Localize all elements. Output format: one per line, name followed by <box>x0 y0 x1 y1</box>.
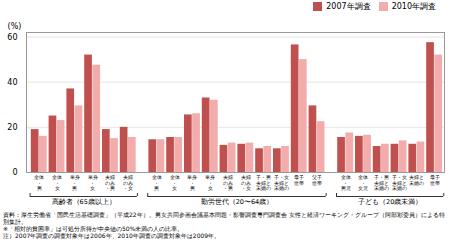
html-text:2010年調査: 2010年調査 <box>391 1 436 11</box>
svg-text:子・男夫婦と未婚の: 子・男夫婦と未婚の <box>256 174 271 191</box>
svg-text:全体・男: 全体・男 <box>152 174 162 191</box>
svg-text:(%): (%) <box>8 22 22 31</box>
svg-text:勤労世代（20〜64歳）: 勤労世代（20〜64歳） <box>201 198 274 206</box>
svg-text:全体・男: 全体・男 <box>34 174 44 191</box>
svg-text:全体・女児: 全体・女児 <box>358 174 368 191</box>
svg-text:子・女夫婦と未婚の: 子・女夫婦と未婚の <box>392 174 407 191</box>
html-text:資料：厚生労働省「国民生活基礎調査」（平成22年）。男女共同: 資料：厚生労働省「国民生活基礎調査」（平成22年）。男女共同参画会議基本問題・影… <box>3 211 445 239</box>
svg-text:0: 0 <box>12 168 17 177</box>
svg-text:夫婦と未婚の: 夫婦と未婚の <box>409 174 424 186</box>
svg-text:全体・女: 全体・女 <box>170 174 180 191</box>
svg-text:高齢者（65歳以上）: 高齢者（65歳以上） <box>52 198 116 206</box>
svg-text:母子世帯: 母子世帯 <box>294 174 304 186</box>
svg-text:単身・男: 単身・男 <box>187 174 197 191</box>
svg-text:子ども（20歳未満）: 子ども（20歳未満） <box>358 198 422 206</box>
html-text:2007年調査: 2007年調査 <box>326 1 371 11</box>
svg-text:20: 20 <box>7 123 17 132</box>
svg-text:60: 60 <box>7 33 17 42</box>
svg-text:単身・女: 単身・女 <box>88 174 98 191</box>
svg-text:夫婦のみ・男: 夫婦のみ・男 <box>105 174 115 191</box>
svg-text:全体・男児: 全体・男児 <box>341 174 351 191</box>
svg-text:40: 40 <box>7 78 17 87</box>
svg-text:父子世帯: 父子世帯 <box>312 174 322 186</box>
svg-text:単身・男: 単身・男 <box>70 174 80 191</box>
svg-text:全体・女: 全体・女 <box>52 174 62 191</box>
svg-text:夫婦のみ・女: 夫婦のみ・女 <box>123 174 133 191</box>
svg-text:子・女夫婦と未婚の: 子・女夫婦と未婚の <box>274 174 289 191</box>
svg-text:夫婦のみ・女: 夫婦のみ・女 <box>241 174 251 191</box>
svg-text:母子世帯: 母子世帯 <box>430 174 440 186</box>
svg-text:夫婦のみ・男: 夫婦のみ・男 <box>223 174 233 191</box>
svg-text:単身・女: 単身・女 <box>205 174 215 191</box>
svg-text:子・男夫婦と未婚の: 子・男夫婦と未婚の <box>374 174 389 191</box>
